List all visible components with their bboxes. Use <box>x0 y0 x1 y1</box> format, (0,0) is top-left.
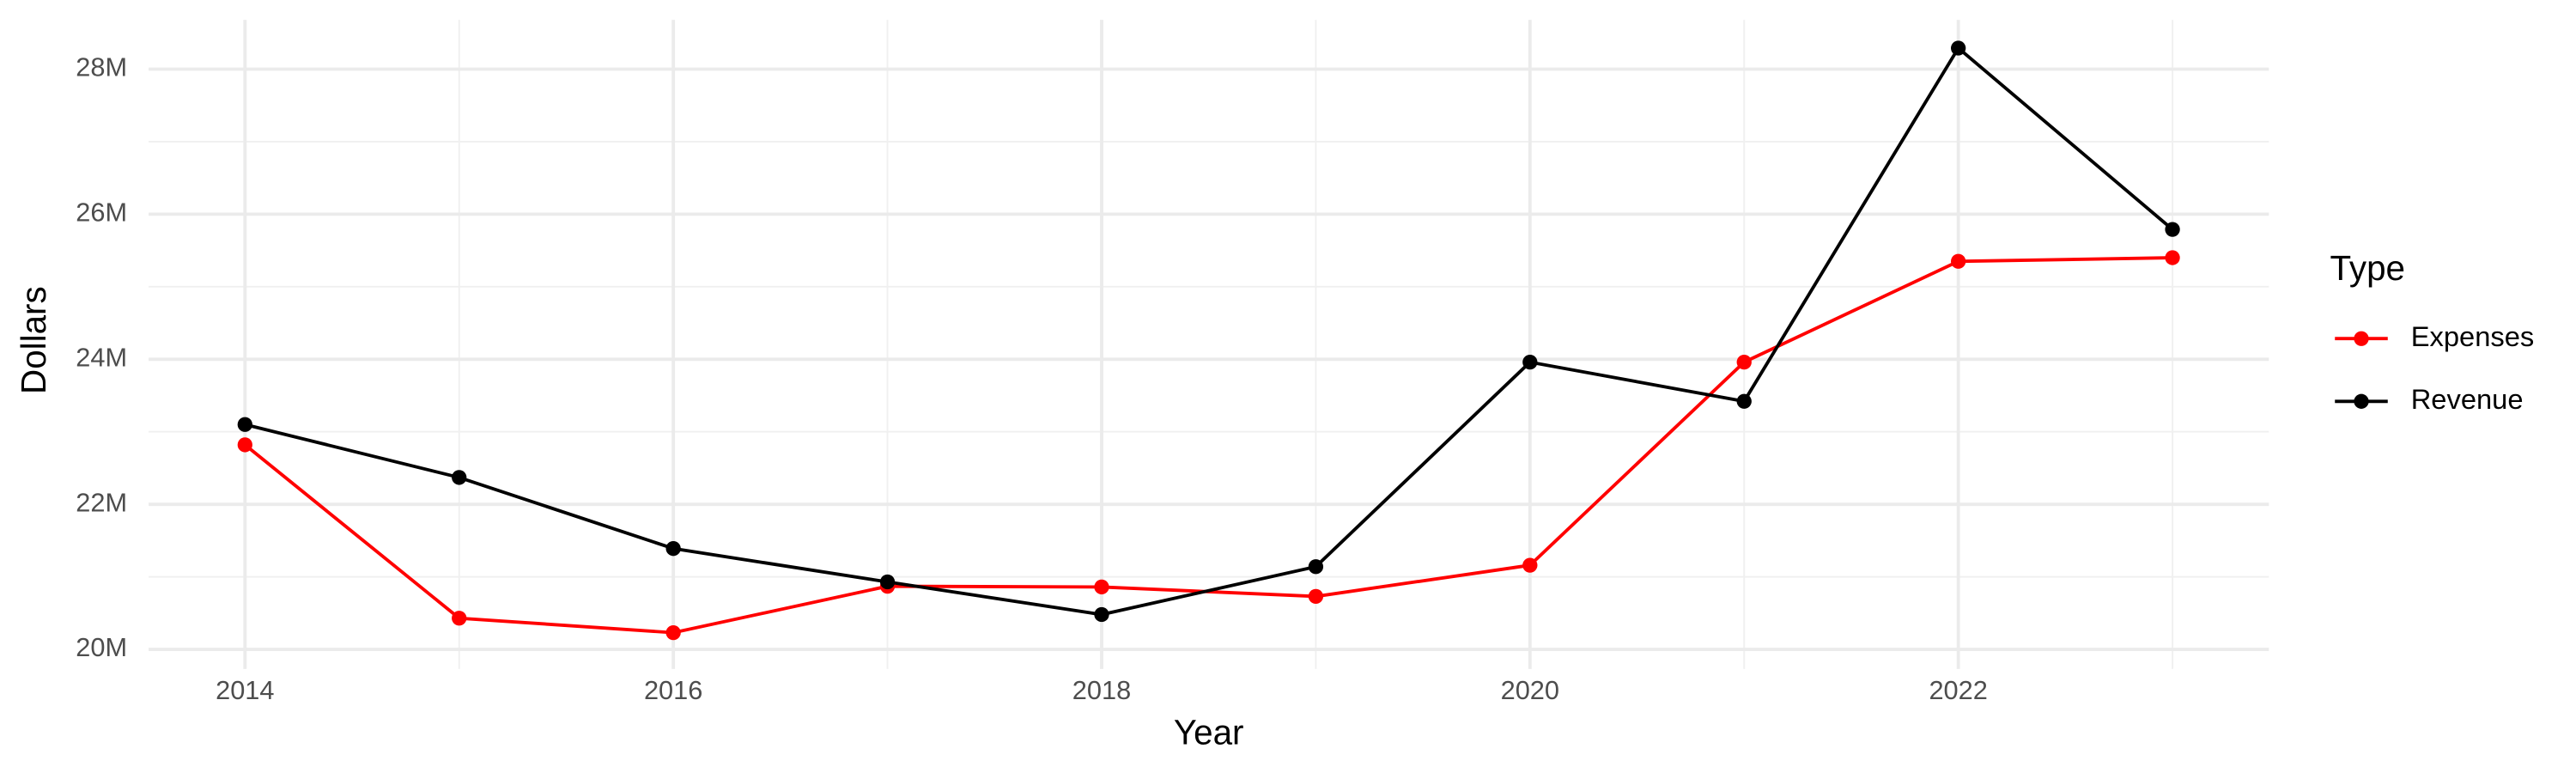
data-point <box>1736 393 1752 409</box>
data-point <box>1522 354 1538 370</box>
data-point <box>1094 606 1109 623</box>
data-point <box>1950 253 1966 269</box>
data-point <box>1308 588 1324 605</box>
y-tick-label: 26M <box>76 198 127 228</box>
data-point <box>879 574 896 590</box>
x-tick-label: 2016 <box>644 675 702 705</box>
x-tick-label: 2014 <box>216 675 274 705</box>
x-axis-label: Year <box>1174 712 1244 752</box>
y-tick-label: 28M <box>76 52 127 82</box>
data-point <box>665 624 681 641</box>
y-tick-label: 20M <box>76 632 127 662</box>
legend-label: Expenses <box>2411 320 2535 352</box>
y-axis-label: Dollars <box>14 286 53 394</box>
data-point <box>2165 250 2180 265</box>
data-point <box>1308 559 1324 575</box>
y-tick-label: 24M <box>76 342 127 372</box>
data-point <box>1736 354 1752 370</box>
data-point <box>665 541 681 557</box>
legend-label: Revenue <box>2411 383 2524 415</box>
data-point <box>1094 579 1109 595</box>
grid <box>149 20 2269 669</box>
x-tick-label: 2022 <box>1929 675 1987 705</box>
data-point <box>237 417 252 432</box>
data-point <box>237 437 252 453</box>
legend-key-point <box>2354 393 2369 409</box>
x-tick-label: 2020 <box>1501 675 1559 705</box>
data-point <box>452 470 467 485</box>
x-tick-label: 2018 <box>1072 675 1131 705</box>
legend-title: Type <box>2330 248 2405 288</box>
data-point <box>2165 222 2180 237</box>
data-point <box>1950 40 1966 56</box>
data-point <box>1522 557 1538 573</box>
series-line <box>244 46 2174 617</box>
y-tick-label: 22M <box>76 487 127 517</box>
legend-key-point <box>2354 331 2369 346</box>
data-point <box>452 611 467 626</box>
